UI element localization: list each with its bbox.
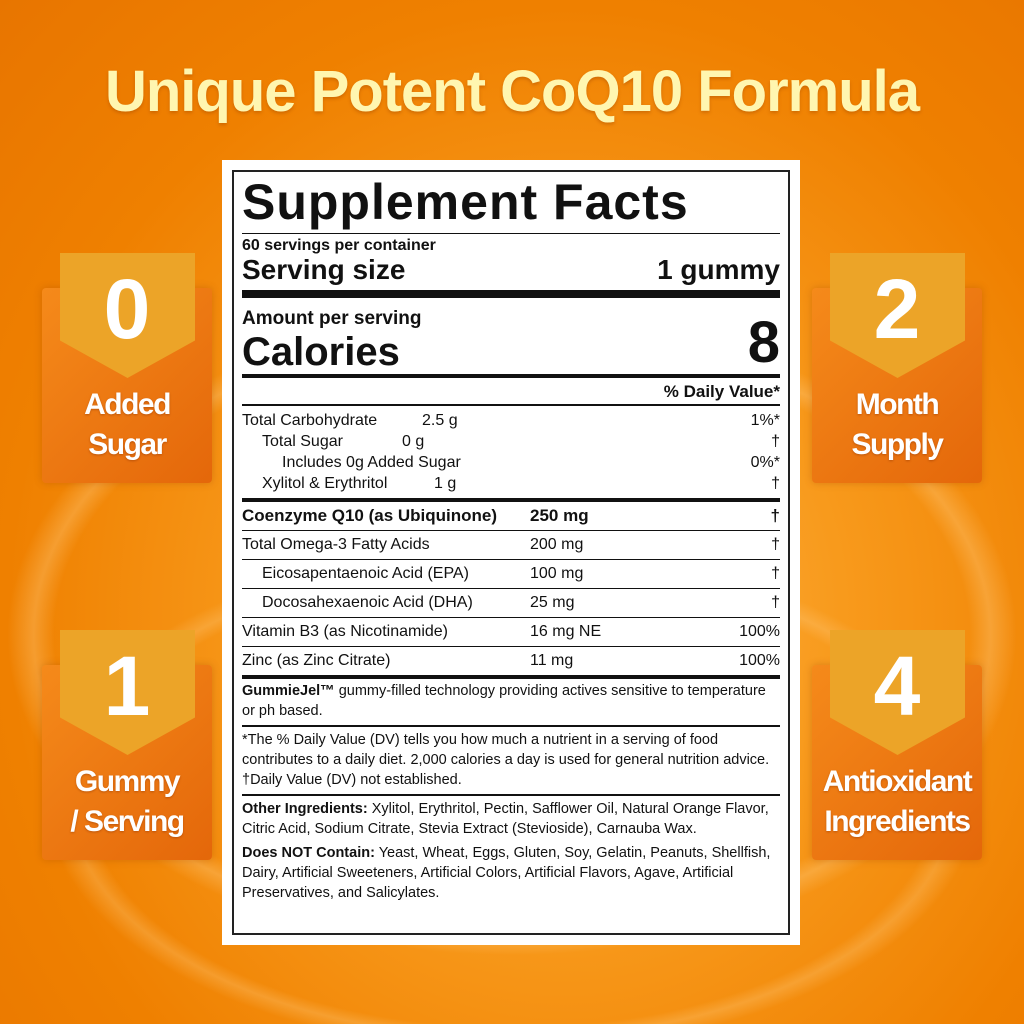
badge-label: / Serving [70, 805, 185, 838]
serving-size-value: 1 gummy [657, 254, 780, 285]
other-ingredients: Other Ingredients: Xylitol, Erythritol, … [242, 801, 769, 837]
carb-row: Total Carbohydrate 2.5 g 1%* [242, 412, 780, 429]
serving-size-label: Serving size [242, 254, 406, 285]
badge-label: Antioxidant [822, 765, 973, 798]
badge-month-supply: 2 Month Supply [812, 253, 982, 483]
badge-label: Sugar [88, 428, 167, 461]
supplement-facts-panel: Supplement Facts 60 servings per contain… [222, 160, 800, 945]
badge-gummy-serving: 1 Gummy / Serving [42, 630, 212, 860]
badge-number: 0 [103, 262, 151, 356]
badge-number: 1 [103, 639, 151, 733]
daily-value-header: % Daily Value* [663, 382, 780, 401]
nutrient-row: Vitamin B3 (as Nicotinamide) 16 mg NE 100% [242, 618, 780, 647]
badge-label: Gummy [74, 765, 181, 798]
carb-row: Total Sugar 0 g † [262, 433, 780, 450]
does-not-contain: Does NOT Contain: Yeast, Wheat, Eggs, Gl… [242, 845, 771, 901]
badge-label: Supply [851, 428, 944, 461]
nutrient-row: Coenzyme Q10 (as Ubiquinone) 250 mg † [242, 502, 780, 531]
calories-label: Calories [242, 330, 400, 374]
badge-antioxidant: 4 Antioxidant Ingredients [812, 630, 982, 860]
badge-label: Ingredients [824, 805, 971, 838]
nutrient-row: Eicosapentaenoic Acid (EPA) 100 mg † [242, 560, 780, 589]
facts-heading: Supplement Facts [242, 174, 689, 230]
badge-number: 4 [873, 639, 921, 733]
carb-row: Xylitol & Erythritol 1 g † [262, 475, 780, 492]
page-title: Unique Potent CoQ10 Formula [104, 59, 920, 124]
badge-label: Added [84, 388, 171, 421]
servings-per-container: 60 servings per container [242, 237, 436, 254]
gummiejel-note: GummieJel™ gummy-filled technology provi… [242, 683, 766, 719]
nutrient-row: Total Omega-3 Fatty Acids 200 mg † [242, 531, 780, 560]
badge-number: 2 [873, 262, 921, 356]
carb-row: Includes 0g Added Sugar 0%* [282, 454, 780, 471]
nutrient-row: Zinc (as Zinc Citrate) 11 mg 100% [242, 652, 780, 669]
badge-label: Month [855, 388, 940, 421]
footnotes: *The % Daily Value (DV) tells you how mu… [242, 732, 770, 788]
calories-value: 8 [747, 310, 780, 375]
badge-added-sugar: 0 Added Sugar [42, 253, 212, 483]
amount-per-serving: Amount per serving [242, 308, 422, 329]
nutrient-row: Docosahexaenoic Acid (DHA) 25 mg † [242, 589, 780, 618]
